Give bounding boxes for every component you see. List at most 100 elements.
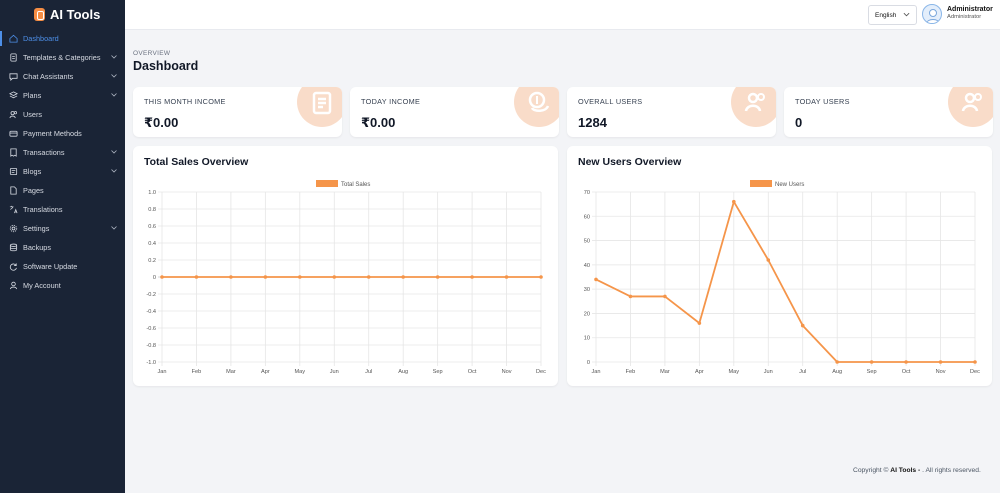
data-point[interactable]: [973, 360, 977, 364]
data-point[interactable]: [800, 323, 805, 328]
sidebar-item-users[interactable]: Users: [0, 105, 125, 124]
legend-swatch: [750, 180, 772, 187]
page-overline: OVERVIEW: [133, 50, 171, 57]
users-icon: [9, 110, 18, 119]
x-tick-label: Oct: [902, 369, 911, 375]
x-tick-label: Nov: [936, 369, 946, 375]
stat-label: TODAY INCOME: [361, 97, 421, 106]
legend-swatch: [316, 180, 338, 187]
receipt-icon: [9, 148, 18, 157]
sidebar-nav: Dashboard Templates & Categories Chat Assi…: [0, 29, 125, 295]
data-point[interactable]: [160, 275, 164, 279]
sidebar-item-label: My Account: [23, 281, 61, 290]
users-icon: [948, 87, 993, 127]
sidebar-item-dashboard[interactable]: Dashboard: [0, 29, 125, 48]
data-point[interactable]: [539, 275, 543, 279]
y-tick-label: 70: [584, 190, 590, 196]
layers-icon: [9, 91, 18, 100]
stat-card-overall-users: OVERALL USERS 1284: [567, 87, 776, 137]
sidebar-item-label: Pages: [23, 186, 44, 195]
x-tick-label: Apr: [695, 369, 704, 375]
x-tick-label: May: [295, 369, 306, 375]
avatar[interactable]: [922, 4, 942, 24]
data-point[interactable]: [298, 275, 302, 279]
x-tick-label: Jul: [365, 369, 372, 375]
gear-icon: [9, 224, 18, 233]
data-point[interactable]: [938, 360, 943, 364]
sidebar-item-blogs[interactable]: Blogs: [0, 162, 125, 181]
chart-card-users: New Users Overview New Users 70 60 50 40 30 20…: [567, 146, 992, 386]
x-tick-label: Oct: [468, 369, 477, 375]
sidebar-item-label: Translations: [23, 205, 63, 214]
data-point[interactable]: [904, 360, 908, 364]
stat-value: ₹0.00: [144, 115, 179, 130]
chart-legend[interactable]: Total Sales: [316, 180, 370, 188]
chart-title: Total Sales Overview: [144, 156, 249, 168]
sidebar-item-label: Settings: [23, 224, 50, 233]
footer-brand[interactable]: AI Tools -: [890, 467, 923, 474]
data-point[interactable]: [435, 275, 440, 279]
data-point[interactable]: [366, 275, 371, 279]
data-point[interactable]: [766, 258, 771, 262]
data-point[interactable]: [594, 277, 598, 282]
invoice-icon: [297, 87, 342, 127]
x-tick-label: Aug: [398, 369, 408, 375]
data-point[interactable]: [835, 360, 839, 364]
y-tick-label: 50: [584, 239, 590, 245]
sidebar-item-templates-categories[interactable]: Templates & Categories: [0, 48, 125, 67]
y-tick-label: 30: [584, 287, 590, 293]
x-tick-label: Feb: [192, 369, 202, 375]
x-tick-label: Dec: [536, 369, 546, 375]
sidebar-item-label: Payment Methods: [23, 129, 82, 138]
sidebar-item-software-update[interactable]: Software Update: [0, 257, 125, 276]
x-tick-label: Mar: [660, 369, 670, 375]
user-avatar-icon: [925, 9, 941, 23]
sidebar-item-label: Plans: [23, 91, 42, 100]
data-point[interactable]: [663, 294, 667, 299]
data-point[interactable]: [869, 360, 874, 364]
sidebar-item-my-account[interactable]: My Account: [0, 276, 125, 295]
user-menu[interactable]: Administrator Administrator: [947, 6, 993, 20]
brand[interactable]: AI Tools: [0, 0, 125, 29]
data-point[interactable]: [401, 275, 405, 279]
data-point[interactable]: [470, 275, 474, 279]
sidebar-item-payment-methods[interactable]: Payment Methods: [0, 124, 125, 143]
sales-line-chart: Total Sales 1.0 0.8 0.6 0.4 0.2 0 -0.2 -0.4 -0.6 -…: [146, 180, 546, 375]
chart-legend[interactable]: New Users: [750, 180, 804, 188]
stat-value: 0: [795, 115, 803, 130]
sidebar-item-settings[interactable]: Settings: [0, 219, 125, 238]
data-point[interactable]: [194, 275, 199, 279]
data-point[interactable]: [332, 275, 337, 279]
sidebar-item-backups[interactable]: Backups: [0, 238, 125, 257]
data-point[interactable]: [229, 275, 233, 279]
y-tick-label: -0.8: [146, 343, 156, 349]
y-tick-label: 0.2: [148, 258, 156, 264]
data-point[interactable]: [263, 275, 268, 279]
sidebar-item-pages[interactable]: Pages: [0, 181, 125, 200]
language-select[interactable]: English: [868, 5, 917, 25]
sidebar-item-translations[interactable]: Translations: [0, 200, 125, 219]
data-point[interactable]: [697, 321, 702, 325]
x-tick-label: Jun: [330, 369, 339, 375]
top-header: English Administrator Administrator: [125, 0, 1000, 30]
data-point[interactable]: [732, 199, 736, 204]
data-point[interactable]: [628, 294, 633, 299]
legend-label: New Users: [775, 182, 804, 188]
chevron-down-icon: [903, 12, 910, 19]
data-point[interactable]: [504, 275, 509, 279]
user-role: Administrator: [947, 14, 982, 20]
users-icon: [731, 87, 776, 127]
sidebar-item-label: Templates & Categories: [23, 53, 101, 62]
stat-card-today-income: TODAY INCOME ₹0.00: [350, 87, 559, 137]
sidebar-item-transactions[interactable]: Transactions: [0, 143, 125, 162]
y-tick-label: -0.4: [146, 309, 156, 315]
x-tick-label: Jul: [799, 369, 806, 375]
x-tick-label: May: [729, 369, 740, 375]
sidebar-item-chat-assistants[interactable]: Chat Assistants: [0, 67, 125, 86]
x-tick-label: Sep: [867, 369, 877, 375]
document-icon: [9, 53, 18, 62]
sidebar-item-plans[interactable]: Plans: [0, 86, 125, 105]
user-name: Administrator: [947, 6, 993, 13]
y-tick-label: -0.6: [146, 326, 156, 332]
